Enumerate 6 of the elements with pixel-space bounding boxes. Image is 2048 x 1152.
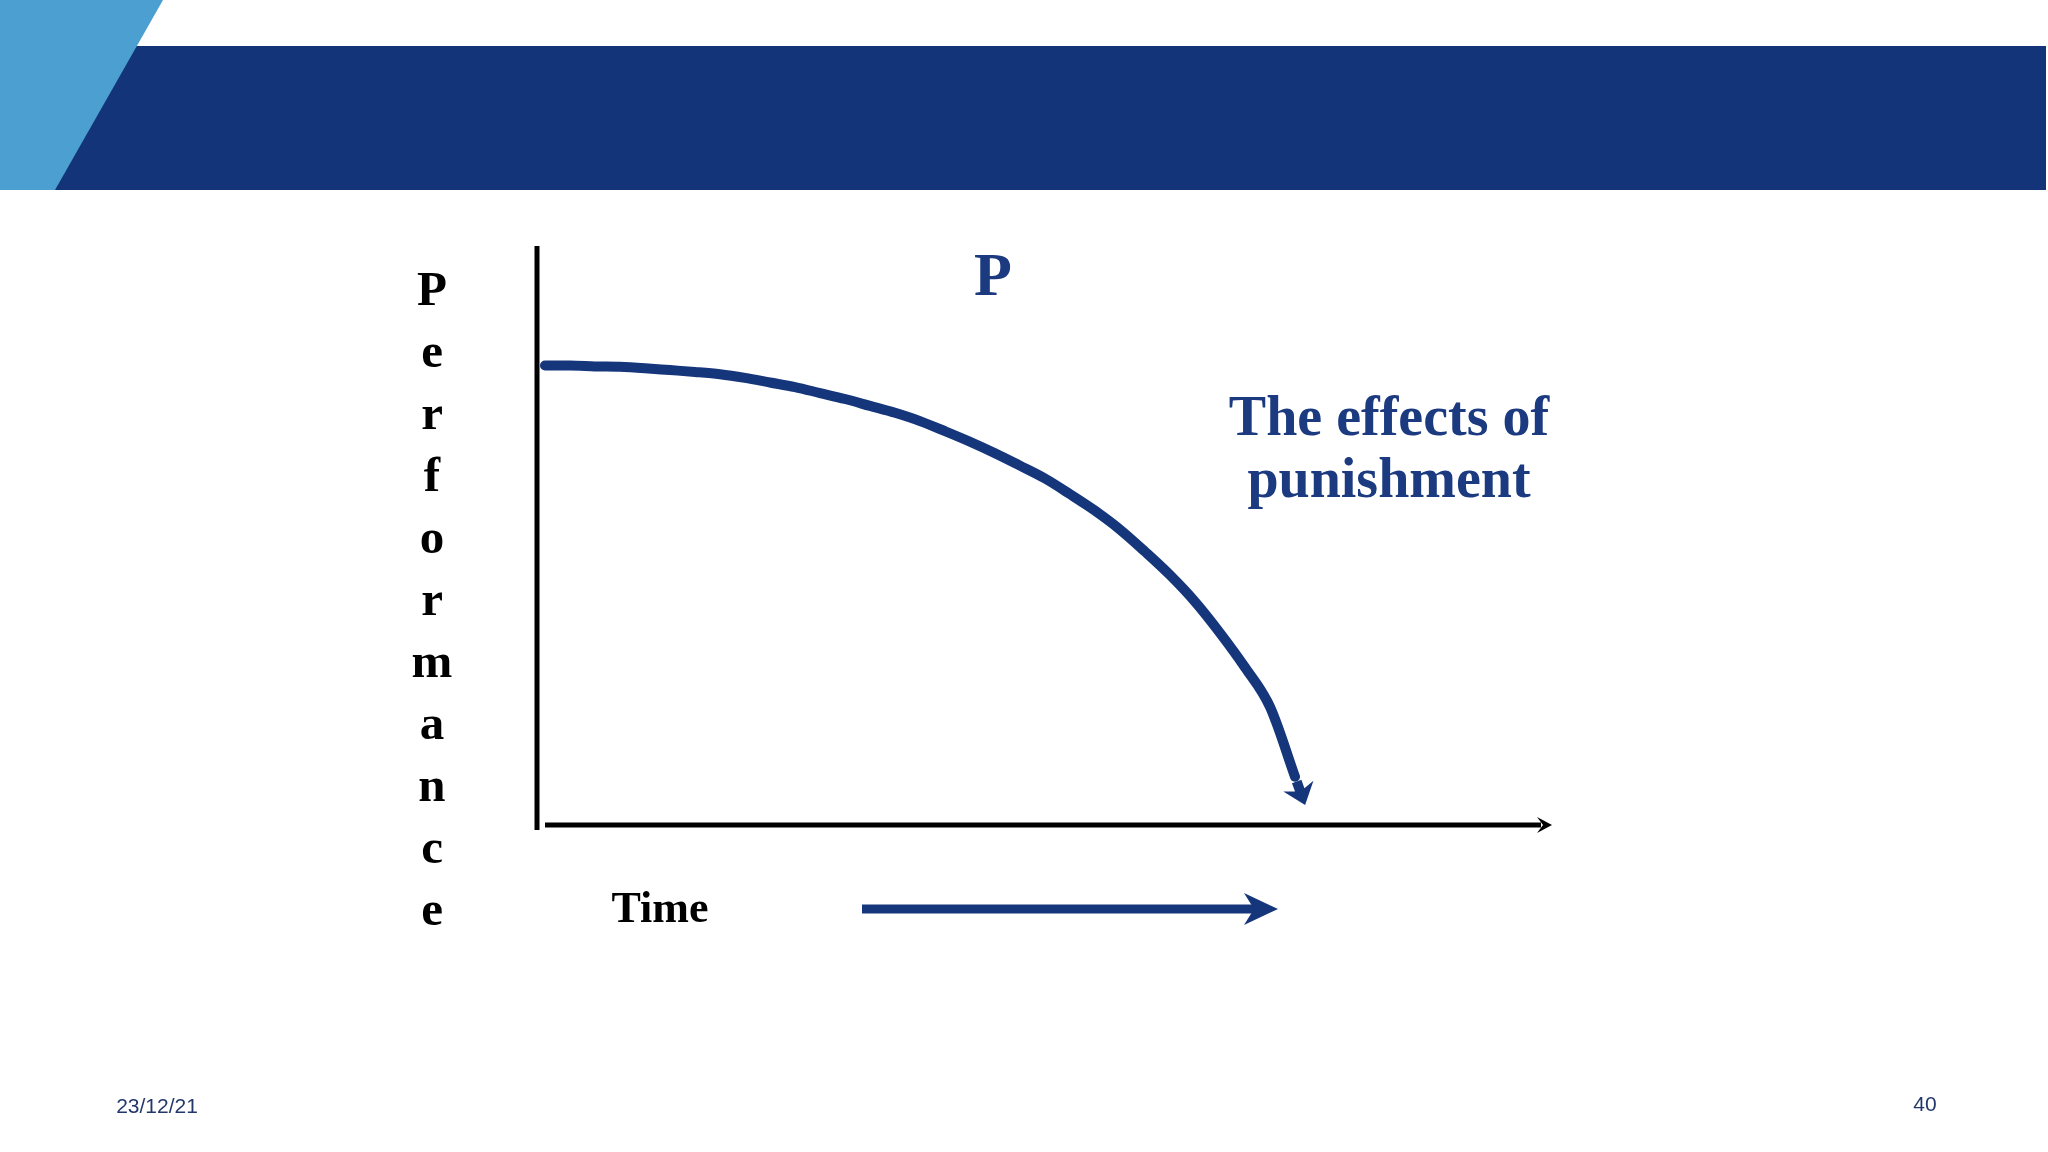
annotation: The effects of punishment <box>1227 385 1551 509</box>
y-axis-title: Performance <box>404 261 460 943</box>
text: 40 <box>1913 1092 1937 1116</box>
x-axis-title: Time <box>611 881 709 933</box>
text: 23/12/21 <box>116 1094 198 1118</box>
chart-title: P <box>974 238 1012 310</box>
